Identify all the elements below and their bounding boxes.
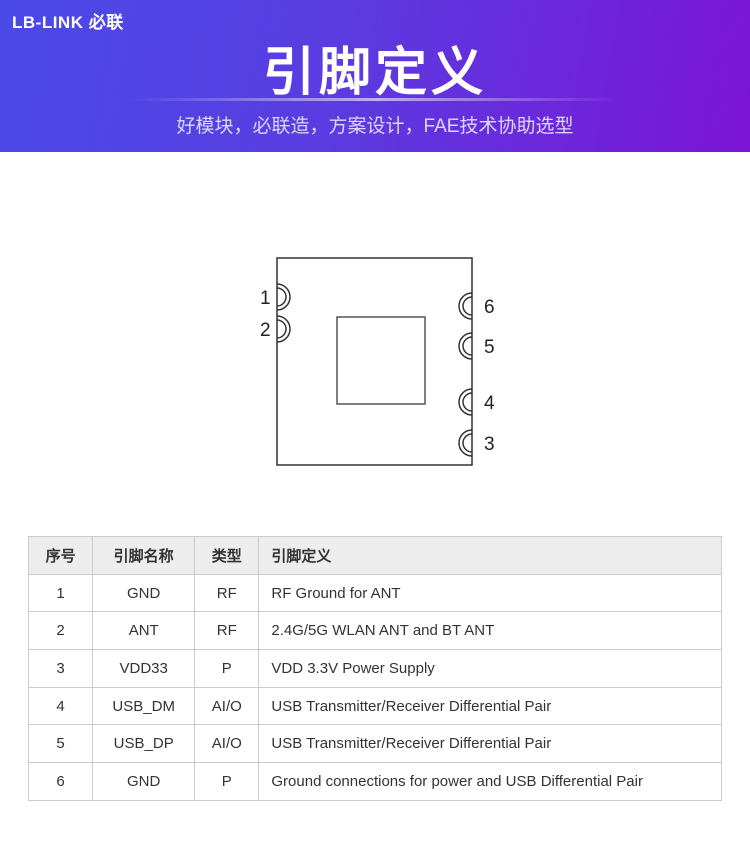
table-cell: VDD 3.3V Power Supply — [258, 649, 722, 688]
table-cell: 5 — [27, 724, 94, 764]
pin-pad — [462, 392, 473, 412]
table-cell: 3 — [27, 649, 94, 688]
pin-table: 序号 引脚名称 类型 引脚定义 1 GND RF RF Ground for ANT 2 ANT… — [27, 536, 722, 801]
table-cell: USB_DP — [92, 724, 196, 764]
table-row: 5 USB_DP AI/O USB Transmitter/Receiver Diff… — [27, 724, 722, 764]
divider — [130, 98, 620, 101]
table-cell: USB_DM — [92, 686, 196, 726]
pin-pad — [458, 388, 473, 416]
pin-pad — [462, 296, 473, 316]
column-header: 序号 — [27, 536, 94, 575]
table-cell: 2 — [27, 611, 94, 651]
table-cell: AI/O — [194, 686, 260, 726]
pin-pad — [458, 332, 473, 360]
pin-pad — [276, 283, 291, 311]
page-subtitle: 好模块，必联造，方案设计，FAE技术协助选型 — [176, 116, 574, 137]
page-title: 引脚定义 — [262, 44, 487, 102]
module-outline — [276, 257, 473, 466]
pin-pad — [276, 319, 287, 339]
table-cell: 1 — [27, 573, 94, 613]
table-cell: GND — [92, 573, 196, 613]
table-row: 1 GND RF RF Ground for ANT — [27, 573, 722, 613]
table-cell: GND — [92, 762, 196, 801]
table-row: 6 GND P Ground connections for power and US… — [27, 762, 722, 801]
pin-pad — [458, 429, 473, 457]
table-cell: 6 — [27, 762, 94, 801]
pin-pad — [462, 336, 473, 356]
table-cell: 4 — [27, 686, 94, 726]
table-row: 2 ANT RF 2.4G/5G WLAN ANT and BT ANT — [27, 611, 722, 651]
pin-pad — [276, 287, 287, 307]
column-header: 引脚名称 — [92, 536, 196, 575]
table-row: 3 VDD33 P VDD 3.3V Power Supply — [27, 649, 722, 688]
table-cell: USB Transmitter/Receiver Differential Pa… — [258, 724, 722, 764]
column-header: 类型 — [194, 536, 260, 575]
pin-number: 1 — [260, 288, 271, 309]
table-cell: RF — [194, 611, 260, 651]
pin-pad — [462, 433, 473, 453]
table-cell: VDD33 — [92, 649, 196, 688]
table-cell: AI/O — [194, 724, 260, 764]
pin-pad — [458, 292, 473, 320]
column-header: 引脚定义 — [258, 536, 722, 575]
pin-number: 5 — [484, 337, 495, 358]
pin-diagram: 1 2 6 5 4 3 — [260, 257, 495, 466]
table-row: 4 USB_DM AI/O USB Transmitter/Receiver Diff… — [27, 686, 722, 726]
pin-number: 4 — [484, 393, 495, 414]
table-cell: 2.4G/5G WLAN ANT and BT ANT — [258, 611, 722, 651]
table-cell: ANT — [92, 611, 196, 651]
brand-logo: LB-LINK 必联 — [12, 13, 124, 32]
pin-number: 2 — [260, 320, 271, 341]
table-cell: Ground connections for power and USB Dif… — [258, 762, 722, 801]
table-cell: RF Ground for ANT — [258, 573, 722, 613]
pin-number: 6 — [484, 297, 495, 318]
header-banner: LB-LINK 必联 引脚定义 好模块，必联造，方案设计，FAE技术协助选型 — [0, 0, 750, 152]
chip-outline — [336, 316, 426, 405]
pin-number: 3 — [484, 434, 495, 455]
pin-pad — [276, 315, 291, 343]
table-cell: USB Transmitter/Receiver Differential Pa… — [258, 686, 722, 726]
table-cell: RF — [194, 573, 260, 613]
table-cell: P — [194, 649, 260, 688]
table-cell: P — [194, 762, 260, 801]
